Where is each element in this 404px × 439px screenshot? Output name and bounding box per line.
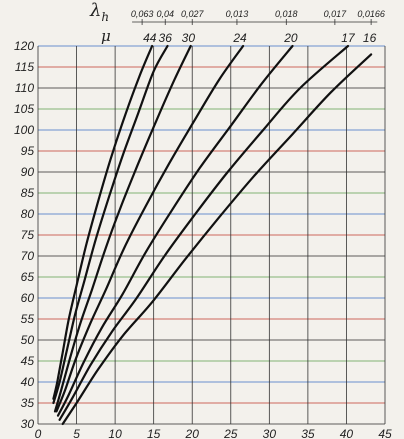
top-axis: λh μ 0,063 0,04 0,027 0,013 0,018 0,017 0,0166… (89, 0, 385, 45)
y-tick-label: 70 (21, 249, 35, 263)
x-tick-label: 10 (108, 427, 122, 439)
y-tick-label: 120 (14, 39, 34, 53)
x-tick-label: 30 (263, 427, 277, 439)
y-tick-label: 65 (21, 270, 35, 284)
x-tick-label: 45 (378, 427, 392, 439)
y-tick-label: 80 (21, 207, 35, 221)
curve-series-5 (56, 44, 294, 417)
lambda-subscript: h (101, 10, 109, 24)
lambda-axis-label: λh (89, 0, 109, 24)
lambda-tick-label: 0,063 (131, 9, 154, 19)
y-tick-label: 95 (21, 144, 35, 158)
y-tick-label: 85 (21, 186, 35, 200)
lambda-tick-label: 0,0166 (357, 9, 385, 19)
y-tick-label: 45 (21, 354, 35, 368)
y-tick-label: 40 (21, 375, 35, 389)
y-tick-label: 50 (21, 333, 35, 347)
curves-group (52, 44, 373, 426)
mu-tick-label: 16 (363, 31, 377, 45)
lambda-tick-label: 0,027 (181, 9, 205, 19)
y-tick-label: 55 (21, 312, 35, 326)
mu-tick-label: 44 (143, 31, 157, 45)
curve-series-2 (52, 44, 169, 405)
x-tick-label: 25 (223, 427, 238, 439)
x-tick-label: 0 (35, 427, 42, 439)
curve-series-7 (61, 53, 373, 426)
y-tick-label: 60 (21, 291, 35, 305)
y-tick-label: 115 (15, 60, 34, 74)
mu-tick-label: 17 (341, 31, 356, 45)
mu-tick-label: 24 (232, 31, 247, 45)
lambda-tick-label: 0,017 (324, 9, 348, 19)
y-tick-label: 110 (15, 81, 34, 95)
y-axis-ticks: 30 35 40 45 50 55 60 65 70 75 80 85 90 95 100 105 110 115… (14, 39, 34, 431)
lambda-tick-label: 0,018 (275, 9, 298, 19)
x-axis-ticks: 0 5 10 15 20 25 30 35 40 45 (35, 427, 392, 439)
mu-tick-label: 20 (283, 31, 298, 45)
x-tick-label: 40 (340, 427, 354, 439)
y-tick-label: 30 (21, 417, 35, 431)
mu-tick-label: 30 (182, 31, 196, 45)
x-tick-label: 35 (301, 427, 315, 439)
curve-series-3 (53, 44, 192, 413)
mu-axis-label: μ (101, 27, 111, 45)
y-tick-label: 75 (21, 228, 35, 242)
x-tick-label: 20 (185, 427, 200, 439)
lambda-tick-label: 0,04 (156, 9, 174, 19)
curve-series-4 (55, 44, 245, 413)
lambda-tick-label: 0,013 (226, 9, 249, 19)
mu-tick-label: 36 (159, 31, 173, 45)
y-tick-label: 35 (21, 396, 35, 410)
x-tick-label: 15 (147, 427, 161, 439)
y-tick-label: 100 (14, 123, 34, 137)
y-tick-label: 90 (21, 165, 35, 179)
lambda-symbol: λ (89, 0, 101, 21)
x-tick-label: 5 (73, 427, 80, 439)
curve-series-6 (58, 44, 350, 421)
grid (37, 45, 386, 425)
curve-series-1 (52, 44, 154, 400)
y-tick-label: 105 (14, 102, 34, 116)
